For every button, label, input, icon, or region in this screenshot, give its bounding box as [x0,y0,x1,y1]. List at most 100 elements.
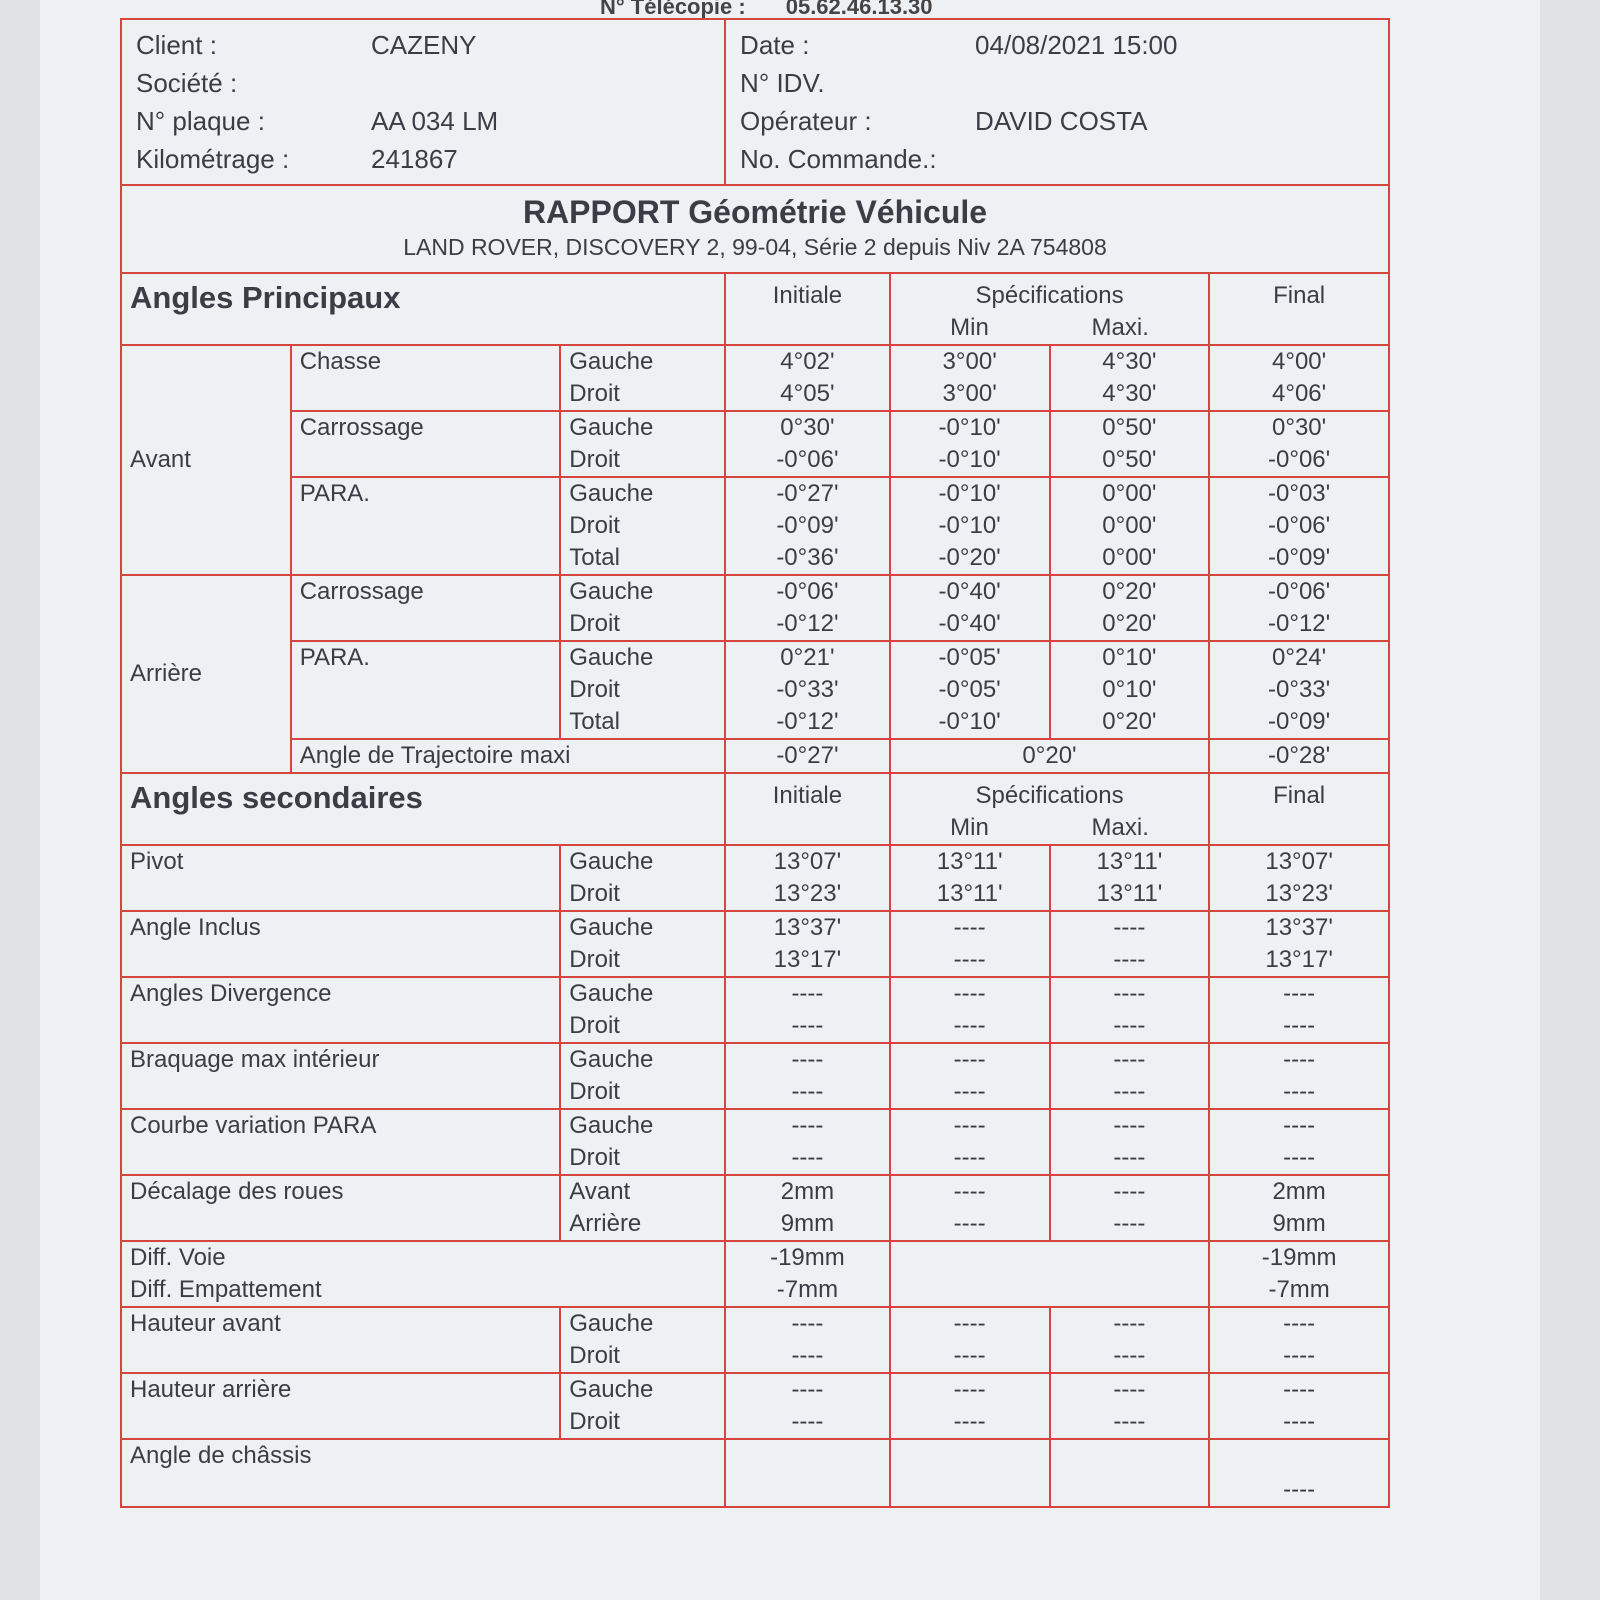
final-value: 4°00' [1272,348,1327,375]
item-label: Angle Inclus [119,910,562,978]
specs-sub: Min Maxi. [899,812,1200,844]
min-cell: -0°05' -0°05' -0°10' [888,640,1051,740]
min-cell: ---- ---- [888,1372,1051,1440]
side-value: Gauche [569,848,654,875]
max-value: 13°11' [1096,848,1163,875]
min-value: ---- [953,1078,986,1105]
item-label: PARA. [289,640,562,740]
max-value: ---- [1113,946,1146,973]
final-value: ---- [1283,1310,1316,1337]
initiale-value: -0°12' [776,708,839,735]
final-cell: -19mm -7mm [1208,1240,1390,1308]
max-value: ---- [1113,1342,1146,1369]
max-cell: ---- ---- [1048,910,1211,978]
field-value: 241867 [371,144,458,174]
specs-cell [888,1240,1211,1308]
row: Hauteur arrière Gauche Droit ---- ---- ---- --… [119,1372,1390,1440]
item-label: Hauteur arrière [119,1372,562,1440]
final-value: -0°12' [1268,610,1331,637]
col-min: Min [950,814,989,841]
report-table: Client : CAZENY Société : N° plaque : AA 034… [119,18,1390,1508]
field-value: 04/08/2021 15:00 [975,30,1178,60]
field: Kilométrage : 241867 [136,140,710,178]
max-cell: 13°11' 13°11' [1048,844,1211,912]
trajectoire-final: -0°28' [1208,738,1390,774]
fax-label: N° Télécopie : [600,0,746,19]
row: Angle de Trajectoire maxi -0°27' 0°20' -0°2… [121,738,1390,774]
side-cell: Gauche Droit Total [559,476,727,576]
side-value: Droit [569,446,620,473]
row: Décalage des roues Avant Arrière 2mm 9mm ----… [119,1174,1390,1242]
side-value: Gauche [569,644,654,671]
side-value: Droit [569,1408,620,1435]
initiale-cell: 13°37' 13°17' [724,910,891,978]
row: Braquage max intérieur Gauche Droit ---- ---… [119,1042,1390,1110]
side-value: Droit [569,380,620,407]
item-labels: Diff. Voie Diff. Empattement [119,1240,727,1308]
min-value: -0°10' [938,414,1001,441]
final-value: ---- [1283,1376,1316,1403]
item-label: Pivot [119,844,562,912]
col-initiale: Initiale [724,772,891,846]
min-value: ---- [953,1178,986,1205]
final-value: ---- [1283,1144,1316,1171]
row: Arrière Carrossage Gauche Droit -0°06' -0°12'… [120,574,1390,774]
min-cell: ---- ---- [888,1306,1051,1374]
field-value: DAVID COSTA [975,106,1148,136]
field-label: Opérateur : [740,106,872,136]
initiale-value: ---- [791,1046,824,1073]
side-value: Droit [569,610,620,637]
row: Angles Divergence Gauche Droit ---- ---- ----… [119,976,1390,1044]
final-cell: ---- ---- [1208,1372,1390,1440]
initiale-value: -0°33' [776,676,839,703]
final-cell: ---- ---- [1208,1306,1390,1374]
max-value: 0°50' [1102,414,1157,441]
side-value: Gauche [569,348,654,375]
min-value: 3°00' [942,380,997,407]
side-value: Droit [569,1342,620,1369]
initiale-value: ---- [791,1342,824,1369]
initiale-cell: 0°21' -0°33' -0°12' [724,640,891,740]
max-cell: ---- ---- [1048,976,1211,1044]
row: PARA. Gauche Droit Total -0°27' -0°09' -0°36' -… [121,476,1390,576]
max-cell: ---- ---- [1048,1108,1211,1176]
min-value: ---- [953,1046,986,1073]
trajectoire-spec: 0°20' [888,738,1211,774]
min-value: ---- [953,1012,986,1039]
min-value: ---- [953,1342,986,1369]
row: Courbe variation PARA Gauche Droit ---- ----… [119,1108,1390,1176]
max-value: 0°00' [1102,544,1157,571]
side-value: Gauche [569,1376,654,1403]
min-value: 13°11' [936,880,1003,907]
min-value: ---- [953,1310,986,1337]
initiale-value: 13°37' [773,914,842,941]
side-value: Gauche [569,578,654,605]
row: Client : CAZENY Société : N° plaque : AA 034… [119,18,1390,186]
final-value: 13°23' [1265,880,1333,907]
side-cell: Gauche Droit [559,1372,727,1440]
initiale-value: ---- [791,1144,824,1171]
field-value: AA 034 LM [371,106,499,136]
side-value: Gauche [569,1310,654,1337]
final-value: -0°09' [1268,544,1331,571]
row: Avant Chasse Gauche Droit 4°02' 4°05' 3°00' 3°0… [120,344,1390,576]
final-value: -0°03' [1268,480,1331,507]
min-cell [888,1438,1051,1508]
min-value: ---- [953,914,986,941]
final-value: -7mm [1268,1276,1330,1303]
side-value: Gauche [569,480,654,507]
field-label: N° IDV. [740,68,825,98]
fax: N° Télécopie : 05.62.46.13.30 [600,0,973,20]
side-cell: Avant Arrière [559,1174,727,1242]
field-label: Société : [136,68,238,98]
field: N° IDV. [740,64,1374,102]
max-value: ---- [1113,914,1146,941]
max-value: ---- [1113,1144,1146,1171]
side-value: Droit [569,512,620,539]
min-value: -0°10' [938,480,1001,507]
final-value: ---- [1283,1046,1316,1073]
report-title: RAPPORT Géométrie Véhicule [522,194,988,230]
side-value: Avant [569,1178,631,1205]
col-initiale: Initiale [724,272,891,346]
side-cell: Gauche Droit [559,1042,727,1110]
